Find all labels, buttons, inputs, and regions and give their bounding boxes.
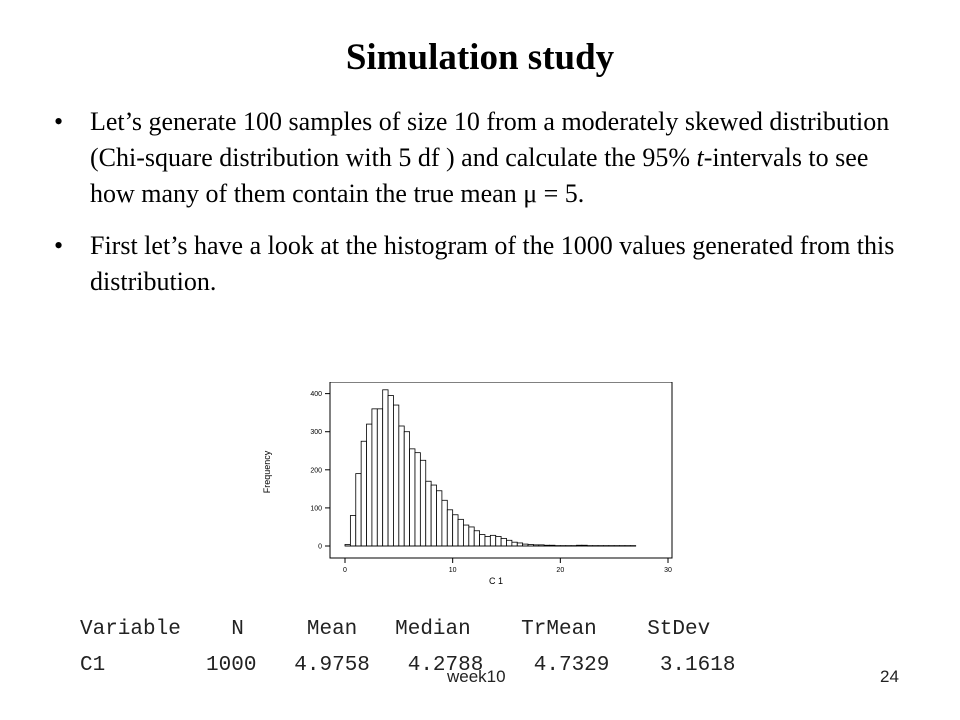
stats-header-stdev: StDev <box>647 618 711 641</box>
y-tick-label-0: 0 <box>318 544 322 551</box>
bullet-dot: • <box>54 107 64 136</box>
histogram-bar-26 <box>484 536 491 547</box>
stats-data-row: C1 1000 4.9758 4.2788 4.7329 3.1618 <box>80 648 735 684</box>
histogram-bar-18 <box>441 499 448 547</box>
x-tick-label-0: 0 <box>343 567 347 574</box>
stats-value-variable: C1 <box>80 654 106 677</box>
stats-header-mean: Mean <box>306 618 358 641</box>
bullet-list: • Let’s generate 100 samples of size 10 … <box>54 104 904 316</box>
histogram-bar-4 <box>366 423 373 547</box>
histogram-bar-5 <box>371 408 378 547</box>
histogram-bar-13 <box>414 452 421 547</box>
histogram-bar-2 <box>355 473 362 547</box>
x-tick-label-1: 10 <box>449 567 457 574</box>
x-axis-label: C 1 <box>489 576 503 586</box>
y-tick-label-1: 100 <box>310 505 322 512</box>
stats-value-trmean: 4.7329 <box>533 654 610 677</box>
histogram-bar-29 <box>500 537 507 547</box>
histogram-bar-22 <box>463 524 470 547</box>
histogram-bar-32 <box>516 542 524 547</box>
bullet-item-generate-samples: • Let’s generate 100 samples of size 10 … <box>54 104 904 212</box>
stats-header-trmean: TrMean <box>521 618 597 641</box>
stats-header-variable: Variable <box>80 618 181 641</box>
histogram-bar-1 <box>349 515 357 547</box>
slide-title: Simulation study <box>345 37 615 78</box>
histogram-bar-24 <box>473 530 480 547</box>
histogram-bar-21 <box>457 518 464 547</box>
histogram-bar-15 <box>425 480 432 547</box>
bullet1-italic-t: t <box>696 143 704 172</box>
bullet1-text-part2: -intervals to see how many of them conta… <box>90 143 869 208</box>
histogram-bar-31 <box>511 541 518 547</box>
histogram-bar-7 <box>382 389 389 547</box>
bullet2-text: First let’s have a look at the histogram… <box>90 231 895 296</box>
bullet-dot: • <box>54 231 64 260</box>
y-tick-label-3: 300 <box>310 429 322 436</box>
histogram-bar-8 <box>387 395 394 547</box>
histogram-bar-6 <box>376 408 384 547</box>
histogram-bar-30 <box>506 539 513 547</box>
stats-header-n: N <box>231 618 244 641</box>
y-tick-label-2: 200 <box>310 467 322 474</box>
bullet-item-histogram-intro: • First let’s have a look at the histogr… <box>54 228 904 300</box>
stats-value-mean: 4.9758 <box>294 654 370 677</box>
stats-value-stdev: 3.1618 <box>659 654 736 677</box>
histogram-bar-9 <box>393 404 400 547</box>
histogram-bar-12 <box>409 448 416 547</box>
x-tick-label-3: 30 <box>664 567 672 574</box>
histogram-bar-28 <box>495 536 502 547</box>
histogram-bar-3 <box>360 440 367 547</box>
stats-header-median: Median <box>395 618 471 641</box>
page-number: 24 <box>880 667 899 686</box>
stats-header-row: Variable N Mean Median TrMean StDev <box>80 612 735 648</box>
histogram-bar-17 <box>436 490 443 547</box>
summary-stats-table: Variable N Mean Median TrMean StDev C1 10… <box>80 612 735 684</box>
footer-week-label: week10 <box>447 667 506 686</box>
histogram-bar-11 <box>403 431 410 547</box>
y-tick-label-4: 400 <box>310 391 322 398</box>
histogram-bar-20 <box>452 514 459 547</box>
histogram-bar-25 <box>479 534 486 547</box>
y-axis-label: Frequency <box>262 450 272 493</box>
histogram-bar-19 <box>446 509 454 547</box>
histogram-bar-14 <box>419 459 427 547</box>
histogram-bar-16 <box>430 484 437 547</box>
histogram-bar-10 <box>398 425 405 547</box>
stats-value-n: 1000 <box>206 654 257 677</box>
histogram-bar-23 <box>468 526 475 547</box>
histogram-bar-27 <box>489 534 497 547</box>
bullet1-text-part1: Let’s generate 100 samples of size 10 fr… <box>90 107 890 172</box>
x-tick-label-2: 20 <box>556 567 564 574</box>
stats-value-median: 4.2788 <box>407 654 484 677</box>
